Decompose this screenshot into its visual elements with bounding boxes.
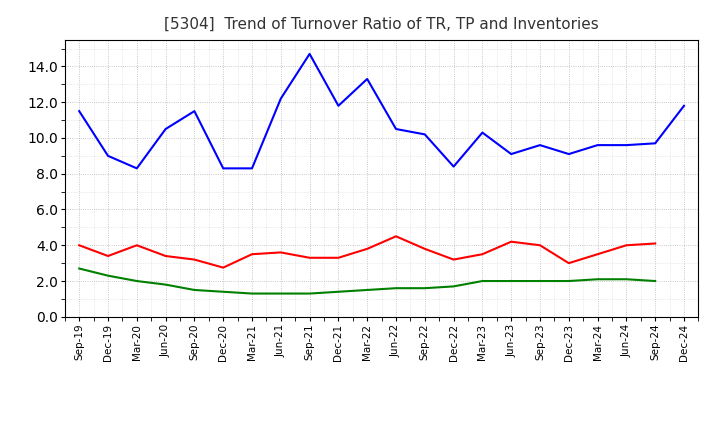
Trade Payables [478, 130, 487, 135]
Inventories [564, 279, 573, 284]
Trade Receivables [248, 252, 256, 257]
Trade Receivables [449, 257, 458, 262]
Trade Receivables [507, 239, 516, 244]
Inventories [420, 286, 429, 291]
Trade Receivables [622, 242, 631, 248]
Inventories [104, 273, 112, 279]
Trade Receivables [478, 252, 487, 257]
Inventories [363, 287, 372, 293]
Inventories [622, 277, 631, 282]
Inventories [478, 279, 487, 284]
Trade Receivables [651, 241, 660, 246]
Trade Payables [132, 166, 141, 171]
Inventories [132, 279, 141, 284]
Trade Payables [363, 76, 372, 81]
Trade Receivables [104, 253, 112, 259]
Line: Inventories: Inventories [79, 268, 655, 293]
Trade Receivables [219, 265, 228, 270]
Trade Receivables [363, 246, 372, 252]
Trade Payables [219, 166, 228, 171]
Trade Payables [248, 166, 256, 171]
Line: Trade Receivables: Trade Receivables [79, 236, 655, 268]
Trade Receivables [161, 253, 170, 259]
Inventories [334, 289, 343, 294]
Line: Trade Payables: Trade Payables [79, 54, 684, 169]
Trade Receivables [593, 252, 602, 257]
Trade Receivables [276, 250, 285, 255]
Inventories [536, 279, 544, 284]
Inventories [248, 291, 256, 296]
Trade Payables [536, 143, 544, 148]
Trade Payables [680, 103, 688, 108]
Trade Payables [651, 141, 660, 146]
Inventories [276, 291, 285, 296]
Inventories [305, 291, 314, 296]
Trade Payables [190, 109, 199, 114]
Inventories [190, 287, 199, 293]
Trade Receivables [420, 246, 429, 252]
Trade Payables [75, 109, 84, 114]
Inventories [219, 289, 228, 294]
Trade Payables [420, 132, 429, 137]
Trade Receivables [536, 242, 544, 248]
Trade Payables [104, 153, 112, 158]
Trade Receivables [305, 255, 314, 260]
Trade Payables [334, 103, 343, 108]
Inventories [507, 279, 516, 284]
Trade Payables [622, 143, 631, 148]
Trade Payables [564, 151, 573, 157]
Inventories [651, 279, 660, 284]
Inventories [161, 282, 170, 287]
Title: [5304]  Trend of Turnover Ratio of TR, TP and Inventories: [5304] Trend of Turnover Ratio of TR, TP… [164, 16, 599, 32]
Trade Payables [593, 143, 602, 148]
Inventories [449, 284, 458, 289]
Trade Payables [276, 96, 285, 101]
Trade Receivables [564, 260, 573, 266]
Trade Payables [392, 126, 400, 132]
Trade Receivables [132, 242, 141, 248]
Trade Payables [449, 164, 458, 169]
Trade Receivables [334, 255, 343, 260]
Inventories [593, 277, 602, 282]
Trade Payables [305, 51, 314, 57]
Trade Payables [507, 151, 516, 157]
Trade Receivables [392, 234, 400, 239]
Trade Payables [161, 126, 170, 132]
Trade Receivables [190, 257, 199, 262]
Inventories [392, 286, 400, 291]
Inventories [75, 266, 84, 271]
Trade Receivables [75, 242, 84, 248]
